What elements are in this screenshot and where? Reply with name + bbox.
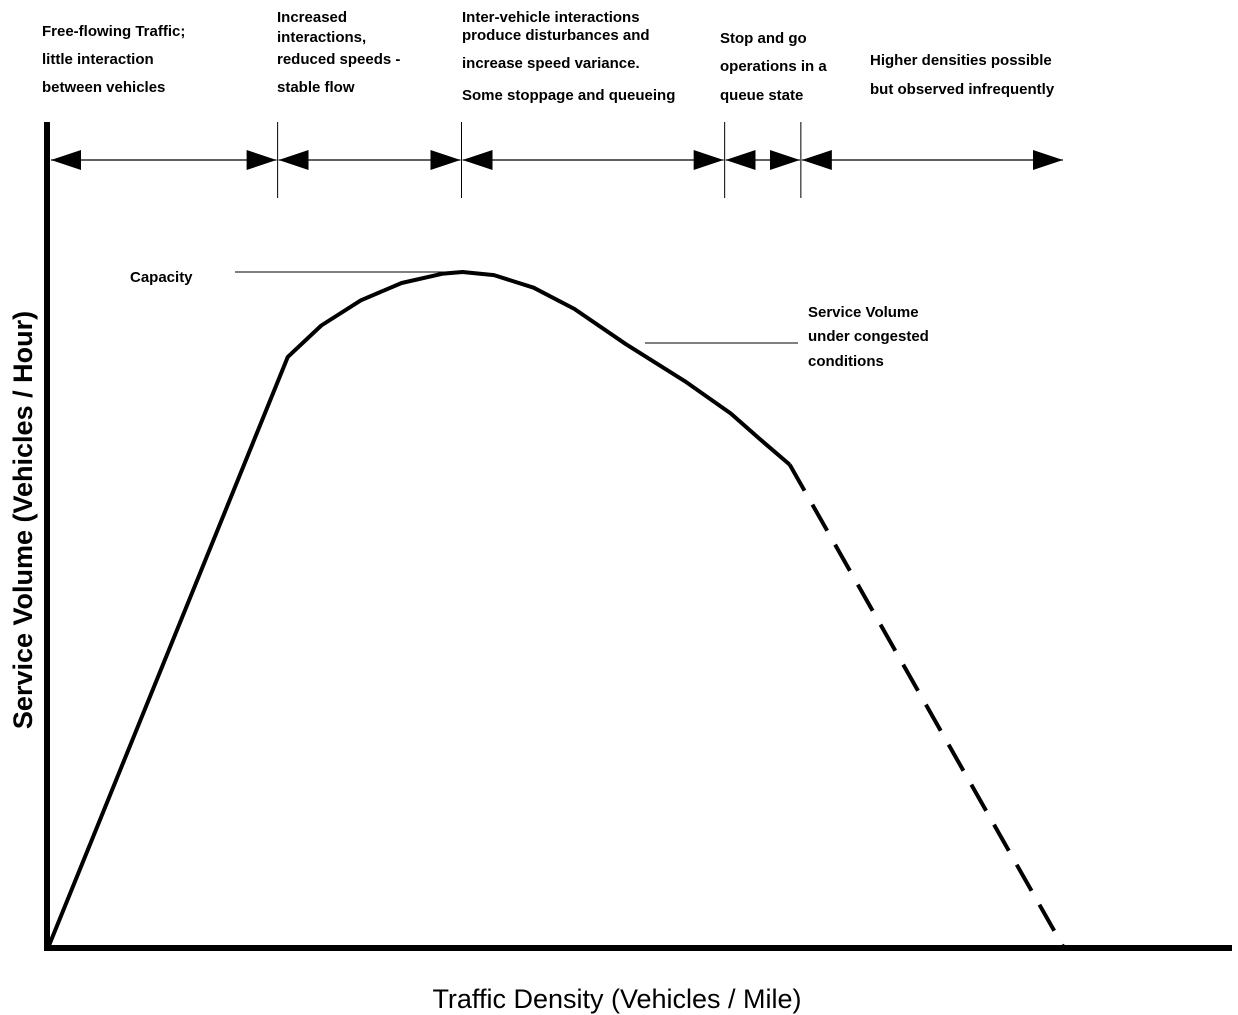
- annotation-label-line: under congested: [808, 328, 929, 345]
- series-line-dashed: [787, 463, 1066, 949]
- region-label-line: between vehicles: [42, 79, 165, 96]
- region-label-line: stable flow: [277, 79, 355, 96]
- region-label-line: reduced speeds -: [277, 51, 400, 68]
- region-label-line: little interaction: [42, 51, 154, 68]
- x-axis-title: Traffic Density (Vehicles / Mile): [432, 984, 801, 1014]
- region-label-line: Inter-vehicle interactions: [462, 9, 640, 26]
- annotation-label-line: conditions: [808, 353, 884, 370]
- region-label-line: operations in a: [720, 58, 827, 75]
- region-label-line: increase speed variance.: [462, 55, 640, 72]
- region-label-line: but observed infrequently: [870, 81, 1055, 98]
- region-label-line: interactions,: [277, 29, 366, 46]
- region-label-line: Increased: [277, 9, 347, 26]
- annotations: Capacity Service Volume under congested con…: [130, 269, 929, 370]
- annotation-label-line: Capacity: [130, 269, 193, 286]
- region-label-line: Some stoppage and queueing: [462, 87, 675, 104]
- y-axis-title: Service Volume (Vehicles / Hour): [8, 311, 38, 729]
- annotation-label-line: Service Volume: [808, 304, 919, 321]
- series-line-solid: [46, 270, 791, 949]
- region-label-line: Higher densities possible: [870, 52, 1052, 69]
- region-label-line: Free-flowing Traffic;: [42, 23, 185, 40]
- series-group: [46, 270, 1066, 949]
- density-regions: Free-flowing Traffic; little interaction b…: [42, 9, 1063, 198]
- region-label-line: Stop and go: [720, 30, 807, 47]
- region-label-line: produce disturbances and: [462, 27, 650, 44]
- region-label-line: queue state: [720, 87, 803, 104]
